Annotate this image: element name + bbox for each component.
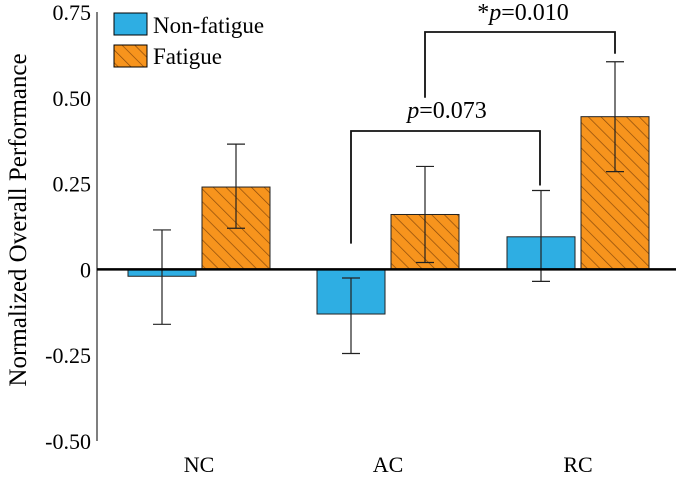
y-axis-label: Normalized Overall Performance (5, 53, 32, 386)
y-tick-labels: 0.75 0.50 0.25 0 -0.25 -0.50 (45, 0, 91, 454)
legend-label-non-fatigue: Non-fatigue (153, 13, 264, 38)
bracket-p010 (424, 31, 616, 98)
legend: Non-fatigue Fatigue (113, 12, 264, 69)
y-tick-label: -0.25 (45, 343, 91, 368)
y-tick-label: 0.50 (53, 86, 92, 111)
legend-swatch-non-fatigue (113, 12, 148, 36)
annotation-p010: *p=0.010 (477, 0, 569, 26)
significance-annotations: p=0.073 *p=0.010 (350, 0, 616, 244)
bars (127, 116, 650, 315)
legend-label-fatigue: Fatigue (153, 44, 222, 69)
category-label: RC (563, 452, 592, 477)
category-label: NC (184, 452, 215, 477)
bracket-p073 (350, 130, 541, 244)
legend-swatch-fatigue (113, 44, 148, 68)
category-labels: NC AC RC (184, 452, 593, 477)
error-bars (153, 61, 624, 355)
category-label: AC (373, 452, 404, 477)
annotation-p073: p=0.073 (405, 98, 487, 124)
y-tick-label: 0.25 (53, 172, 92, 197)
y-tick-label: -0.50 (45, 429, 91, 454)
y-tick-label: 0.75 (53, 0, 92, 25)
y-tick-label: 0 (80, 257, 91, 282)
